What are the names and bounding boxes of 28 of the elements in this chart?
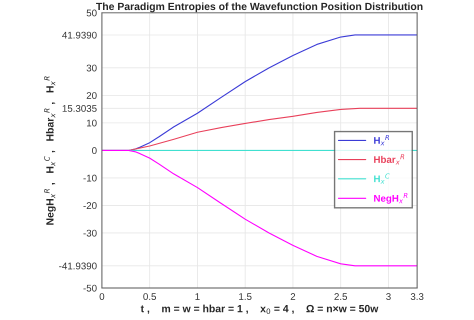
y-tick-label: 41.9390	[62, 32, 97, 39]
text: NegH$_{x}$$^{R}$ , H$_{x}$$^{C}$ , Hbar$_{x}$$^{R}$ , H$_{x}$$^{R}$	[44, 76, 56, 225]
y-tick-label: 20	[86, 92, 97, 99]
y-tick-label: 10	[86, 120, 97, 126]
y-tick-label: 50	[86, 10, 97, 16]
y-tick-label: 15.3035	[62, 105, 97, 112]
legend-label: Hbar$_{x}$$^{R}$	[374, 154, 404, 165]
legend-label: NegH$_{x}$$^{R}$	[374, 192, 408, 204]
x-tick-label: 0.5	[143, 293, 156, 300]
line-series	[102, 150, 418, 266]
x-tick-label: 1.5	[239, 293, 252, 300]
chart-title: The Paradigm Entropies of the Wavefunction Position Distribution	[96, 2, 422, 12]
x-tick-label: 1	[195, 293, 200, 300]
x-tick-label: 2.5	[334, 293, 348, 300]
y-tick-label: -20	[83, 202, 97, 210]
legend-label: H$_{x}$$^{R}$	[374, 135, 390, 146]
x-tick-label: 2	[290, 293, 296, 300]
y-tick-label: -50	[83, 284, 97, 292]
y-tick-label: 0	[92, 147, 97, 154]
x-tick-label: 3.3	[410, 293, 424, 300]
x-tick-label: 3	[386, 293, 391, 300]
y-tick-label: -41.9390	[59, 262, 97, 270]
y-tick-label: -30	[83, 230, 97, 237]
legend-label: H$_{x}$$^{C}$	[374, 173, 390, 184]
y-tick-label: 30	[86, 64, 97, 72]
x-axis-title: t , m = w = hbar = 1 , x$_{0}$ = 4 , Ω = n×w = 50w	[140, 304, 378, 314]
x-tick-label: 0	[100, 293, 104, 300]
y-tick-label: -10	[83, 174, 97, 182]
